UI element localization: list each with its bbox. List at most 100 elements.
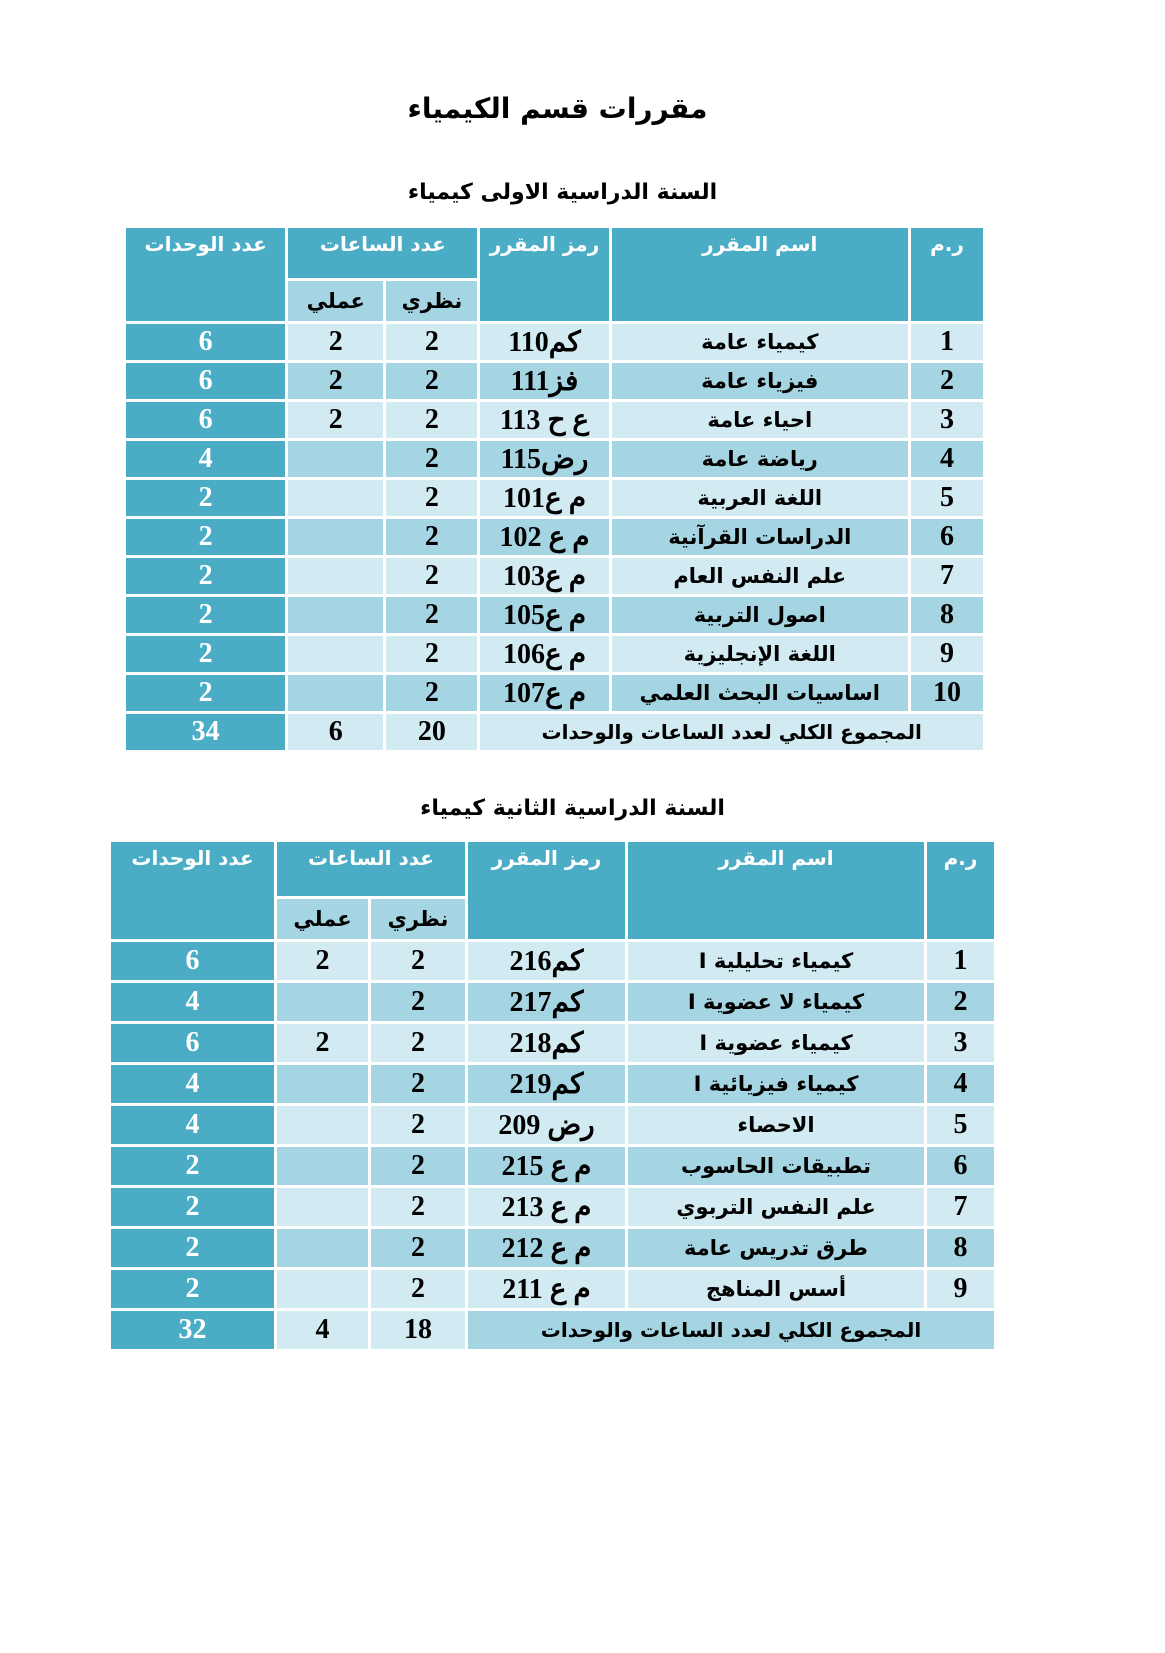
- course-code: م ع101: [480, 480, 609, 516]
- units: 2: [126, 519, 286, 555]
- course-name: اللغة الإنجليزية: [611, 636, 908, 672]
- course-name: كيمياء تحليلية I: [628, 942, 924, 980]
- course-name: كيمياء عضوية I: [628, 1024, 924, 1062]
- units: 4: [126, 441, 286, 477]
- row-number: 1: [910, 324, 983, 360]
- row-number: 3: [927, 1024, 994, 1062]
- header-theory: نظري: [386, 281, 478, 321]
- header-units: عدد الوحدات: [126, 228, 286, 321]
- theory-hours: 2: [371, 1147, 465, 1185]
- theory-hours: 2: [371, 1024, 465, 1062]
- theory-hours: 2: [371, 983, 465, 1021]
- course-name: كيمياء لا عضوية I: [628, 983, 924, 1021]
- table-row: 10 اساسيات البحث العلمي م ع107 2 2: [126, 675, 983, 711]
- practical-hours: 2: [288, 363, 384, 399]
- table-row: 9 اللغة الإنجليزية م ع106 2 2: [126, 636, 983, 672]
- practical-hours: 2: [277, 1024, 368, 1062]
- header-units: عدد الوحدات: [111, 842, 274, 939]
- row-number: 2: [910, 363, 983, 399]
- practical-hours: [288, 558, 384, 594]
- practical-hours: [277, 1147, 368, 1185]
- units: 2: [111, 1270, 274, 1308]
- table-row: 4 رياضة عامة رض115 2 4: [126, 441, 983, 477]
- header-practical: عملي: [277, 899, 368, 939]
- practical-hours: [277, 1188, 368, 1226]
- table-row: 2 كيمياء لا عضوية I كم217 2 4: [111, 983, 994, 1021]
- course-name: كيمياء عامة: [611, 324, 908, 360]
- theory-hours: 2: [386, 519, 478, 555]
- course-code: كم110: [480, 324, 609, 360]
- theory-hours: 2: [386, 636, 478, 672]
- table-row: 5 الاحصاء رض 209 2 4: [111, 1106, 994, 1144]
- theory-hours: 2: [386, 597, 478, 633]
- practical-hours: 2: [288, 402, 384, 438]
- course-name: علم النفس التربوي: [628, 1188, 924, 1226]
- course-code: كم216: [468, 942, 625, 980]
- theory-hours: 2: [386, 558, 478, 594]
- units: 6: [126, 324, 286, 360]
- practical-hours: [277, 1229, 368, 1267]
- header-code: رمز المقرر: [480, 228, 609, 321]
- total-units: 34: [126, 714, 286, 750]
- theory-hours: 2: [386, 441, 478, 477]
- table-row: 3 احياء عامة ع ح 113 2 2 6: [126, 402, 983, 438]
- year1-courses-table: ر.م اسم المقرر رمز المقرر عدد الساعات عدد ال…: [123, 225, 986, 753]
- course-name: اللغة العربية: [611, 480, 908, 516]
- course-name: اصول التربية: [611, 597, 908, 633]
- units: 2: [126, 480, 286, 516]
- total-row: المجموع الكلي لعدد الساعات والوحدات 20 6 34: [126, 714, 983, 750]
- row-number: 7: [910, 558, 983, 594]
- row-number: 9: [910, 636, 983, 672]
- total-theory: 18: [371, 1311, 465, 1349]
- course-name: الدراسات القرآنية: [611, 519, 908, 555]
- table-row: 3 كيمياء عضوية I كم218 2 2 6: [111, 1024, 994, 1062]
- units: 2: [126, 636, 286, 672]
- units: 2: [111, 1147, 274, 1185]
- course-code: م ع 213: [468, 1188, 625, 1226]
- course-code: رض 209: [468, 1106, 625, 1144]
- course-name: أسس المناهج: [628, 1270, 924, 1308]
- row-number: 7: [927, 1188, 994, 1226]
- practical-hours: [288, 480, 384, 516]
- practical-hours: 2: [277, 942, 368, 980]
- header-row: ر.م اسم المقرر رمز المقرر عدد الساعات عدد ال…: [126, 228, 983, 321]
- course-code: م ع 211: [468, 1270, 625, 1308]
- course-name: احياء عامة: [611, 402, 908, 438]
- units: 4: [111, 1106, 274, 1144]
- units: 4: [111, 1065, 274, 1103]
- course-name: فيزياء عامة: [611, 363, 908, 399]
- total-theory: 20: [386, 714, 478, 750]
- units: 6: [126, 402, 286, 438]
- course-name: طرق تدريس عامة: [628, 1229, 924, 1267]
- row-number: 10: [910, 675, 983, 711]
- units: 2: [111, 1229, 274, 1267]
- course-name: رياضة عامة: [611, 441, 908, 477]
- practical-hours: [288, 636, 384, 672]
- practical-hours: [277, 983, 368, 1021]
- course-code: م ع105: [480, 597, 609, 633]
- course-code: كم217: [468, 983, 625, 1021]
- course-name: الاحصاء: [628, 1106, 924, 1144]
- units: 6: [111, 942, 274, 980]
- header-practical: عملي: [288, 281, 384, 321]
- row-number: 5: [910, 480, 983, 516]
- table-row: 5 اللغة العربية م ع101 2 2: [126, 480, 983, 516]
- theory-hours: 2: [371, 1229, 465, 1267]
- theory-hours: 2: [386, 363, 478, 399]
- theory-hours: 2: [371, 942, 465, 980]
- course-code: م ع106: [480, 636, 609, 672]
- header-num: ر.م: [910, 228, 983, 321]
- units: 2: [126, 675, 286, 711]
- header-theory: نظري: [371, 899, 465, 939]
- header-num: ر.م: [927, 842, 994, 939]
- units: 2: [111, 1188, 274, 1226]
- header-name: اسم المقرر: [611, 228, 908, 321]
- course-code: م ع103: [480, 558, 609, 594]
- course-code: م ع 215: [468, 1147, 625, 1185]
- header-name: اسم المقرر: [628, 842, 924, 939]
- table-row: 4 كيمياء فيزيائية I كم219 2 4: [111, 1065, 994, 1103]
- units: 2: [126, 597, 286, 633]
- units: 2: [126, 558, 286, 594]
- practical-hours: [288, 441, 384, 477]
- units: 6: [126, 363, 286, 399]
